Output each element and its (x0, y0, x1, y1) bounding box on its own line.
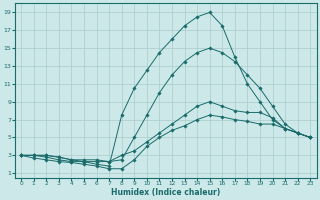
X-axis label: Humidex (Indice chaleur): Humidex (Indice chaleur) (111, 188, 220, 197)
